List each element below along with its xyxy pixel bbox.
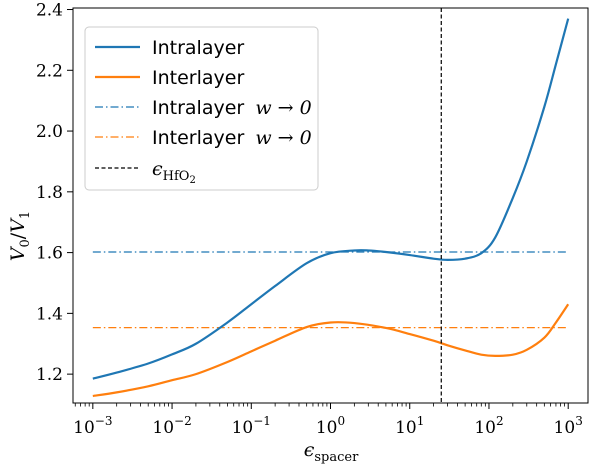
y-tick-label: 2.0 — [36, 122, 63, 142]
y-tick-label: 2.4 — [36, 1, 63, 21]
legend-label-hfo2: ϵHfO2 — [152, 158, 196, 186]
x-tick-label: 101 — [395, 414, 424, 438]
y-tick-label: 1.8 — [36, 183, 63, 203]
y-axis-label: V0/V1 — [7, 211, 33, 261]
x-tick-label: 10−2 — [152, 414, 191, 438]
x-tick-label: 100 — [316, 414, 345, 438]
x-tick-label: 103 — [554, 414, 583, 438]
y-tick-label: 1.6 — [36, 244, 63, 264]
legend: Intralayer Interlayer Intralayer w → 0 I… — [84, 26, 319, 191]
x-axis-label: ϵspacer — [304, 439, 359, 465]
plot-lines — [92, 8, 570, 403]
series-intralayer — [92, 18, 570, 380]
x-tick-label: 10−1 — [232, 414, 271, 438]
legend-label-interlayer-w0: Interlayer w → 0 — [152, 127, 312, 149]
x-tick-label: 102 — [474, 414, 503, 438]
legend-label-intralayer: Intralayer — [152, 37, 244, 59]
legend-box — [84, 26, 319, 191]
x-tick-label: 10−3 — [73, 414, 112, 438]
ticks: 10−3 10−2 10−1 100 101 102 103 1.2 1.4 1.6 1.8 2.0 2… — [36, 1, 583, 438]
y-tick-label: 2.2 — [36, 61, 63, 81]
plot-frame — [72, 7, 589, 404]
legend-label-intralayer-w0: Intralayer w → 0 — [152, 97, 312, 119]
y-tick-label: 1.2 — [36, 365, 63, 385]
series-interlayer — [92, 303, 570, 398]
legend-label-interlayer: Interlayer — [152, 67, 244, 89]
y-tick-label: 1.4 — [36, 304, 63, 324]
